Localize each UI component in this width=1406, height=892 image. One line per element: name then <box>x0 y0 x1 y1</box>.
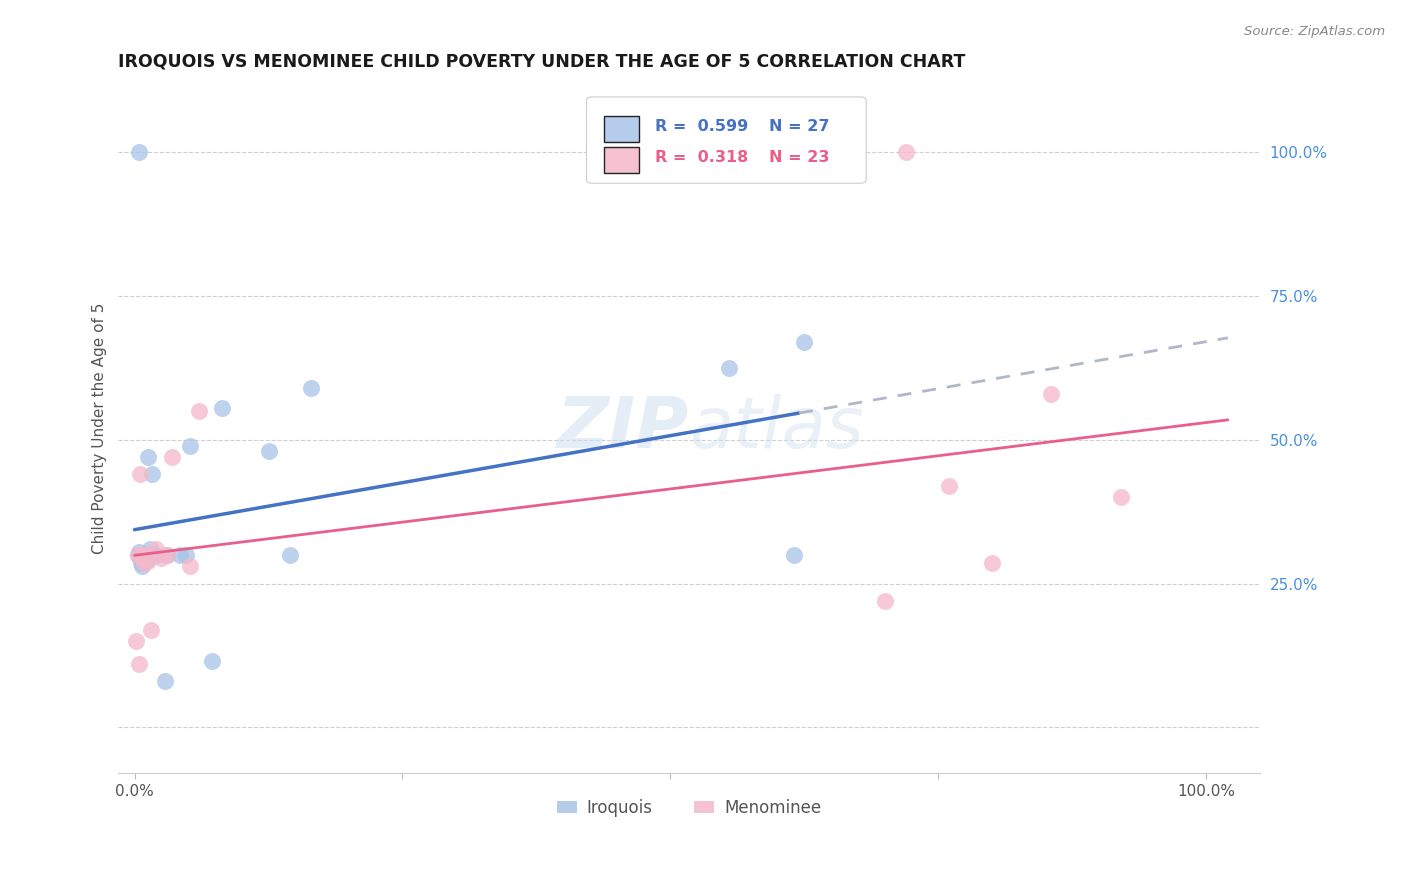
Iroquois <box>127 548 149 562</box>
Iroquois <box>128 545 150 559</box>
Menominee <box>160 450 183 464</box>
Iroquois <box>299 381 322 395</box>
Iroquois <box>141 467 163 482</box>
Text: Source: ZipAtlas.com: Source: ZipAtlas.com <box>1244 25 1385 38</box>
Text: IROQUOIS VS MENOMINEE CHILD POVERTY UNDER THE AGE OF 5 CORRELATION CHART: IROQUOIS VS MENOMINEE CHILD POVERTY UNDE… <box>118 53 966 70</box>
Iroquois <box>129 557 152 571</box>
FancyBboxPatch shape <box>586 97 866 183</box>
Iroquois <box>132 548 155 562</box>
Menominee <box>156 548 179 562</box>
Iroquois <box>138 542 160 557</box>
Menominee <box>139 623 162 637</box>
Iroquois <box>135 553 157 567</box>
Iroquois <box>718 360 741 375</box>
Iroquois <box>156 548 179 562</box>
Legend: Iroquois, Menominee: Iroquois, Menominee <box>550 792 828 824</box>
Iroquois <box>138 450 160 464</box>
Menominee <box>128 657 150 672</box>
Text: N = 27: N = 27 <box>769 120 830 134</box>
Iroquois <box>257 444 280 458</box>
Text: N = 23: N = 23 <box>769 150 830 165</box>
Menominee <box>134 557 156 571</box>
Iroquois <box>128 145 150 160</box>
Menominee <box>134 548 156 562</box>
Iroquois <box>131 559 153 574</box>
Menominee <box>1040 386 1063 401</box>
Menominee <box>128 467 150 482</box>
Menominee <box>124 634 146 648</box>
Iroquois <box>179 438 201 452</box>
Iroquois <box>153 674 176 689</box>
Menominee <box>873 594 896 608</box>
Text: R =  0.318: R = 0.318 <box>655 150 748 165</box>
Iroquois <box>793 334 815 349</box>
Menominee <box>187 404 209 418</box>
Menominee <box>896 145 918 160</box>
Menominee <box>1109 491 1132 505</box>
Menominee <box>938 479 960 493</box>
Iroquois <box>134 550 156 565</box>
Menominee <box>138 553 160 567</box>
Menominee <box>127 548 149 562</box>
Iroquois <box>145 548 167 562</box>
Iroquois <box>174 548 197 562</box>
Menominee <box>136 548 159 562</box>
Iroquois <box>169 548 191 562</box>
Menominee <box>150 550 173 565</box>
Iroquois <box>136 550 159 565</box>
Text: atlas: atlas <box>689 393 863 463</box>
Iroquois <box>201 654 224 668</box>
Text: ZIP: ZIP <box>557 393 689 463</box>
Iroquois <box>783 548 806 562</box>
Menominee <box>179 559 201 574</box>
Iroquois <box>211 401 233 416</box>
FancyBboxPatch shape <box>603 146 638 173</box>
Menominee <box>981 557 1004 571</box>
Menominee <box>132 550 155 565</box>
FancyBboxPatch shape <box>603 116 638 142</box>
Menominee <box>131 548 153 562</box>
Text: R =  0.599: R = 0.599 <box>655 120 748 134</box>
Y-axis label: Child Poverty Under the Age of 5: Child Poverty Under the Age of 5 <box>93 302 107 554</box>
Iroquois <box>139 548 162 562</box>
Iroquois <box>278 548 301 562</box>
Menominee <box>145 542 167 557</box>
Iroquois <box>128 550 150 565</box>
Iroquois <box>134 550 156 565</box>
Menominee <box>129 548 152 562</box>
